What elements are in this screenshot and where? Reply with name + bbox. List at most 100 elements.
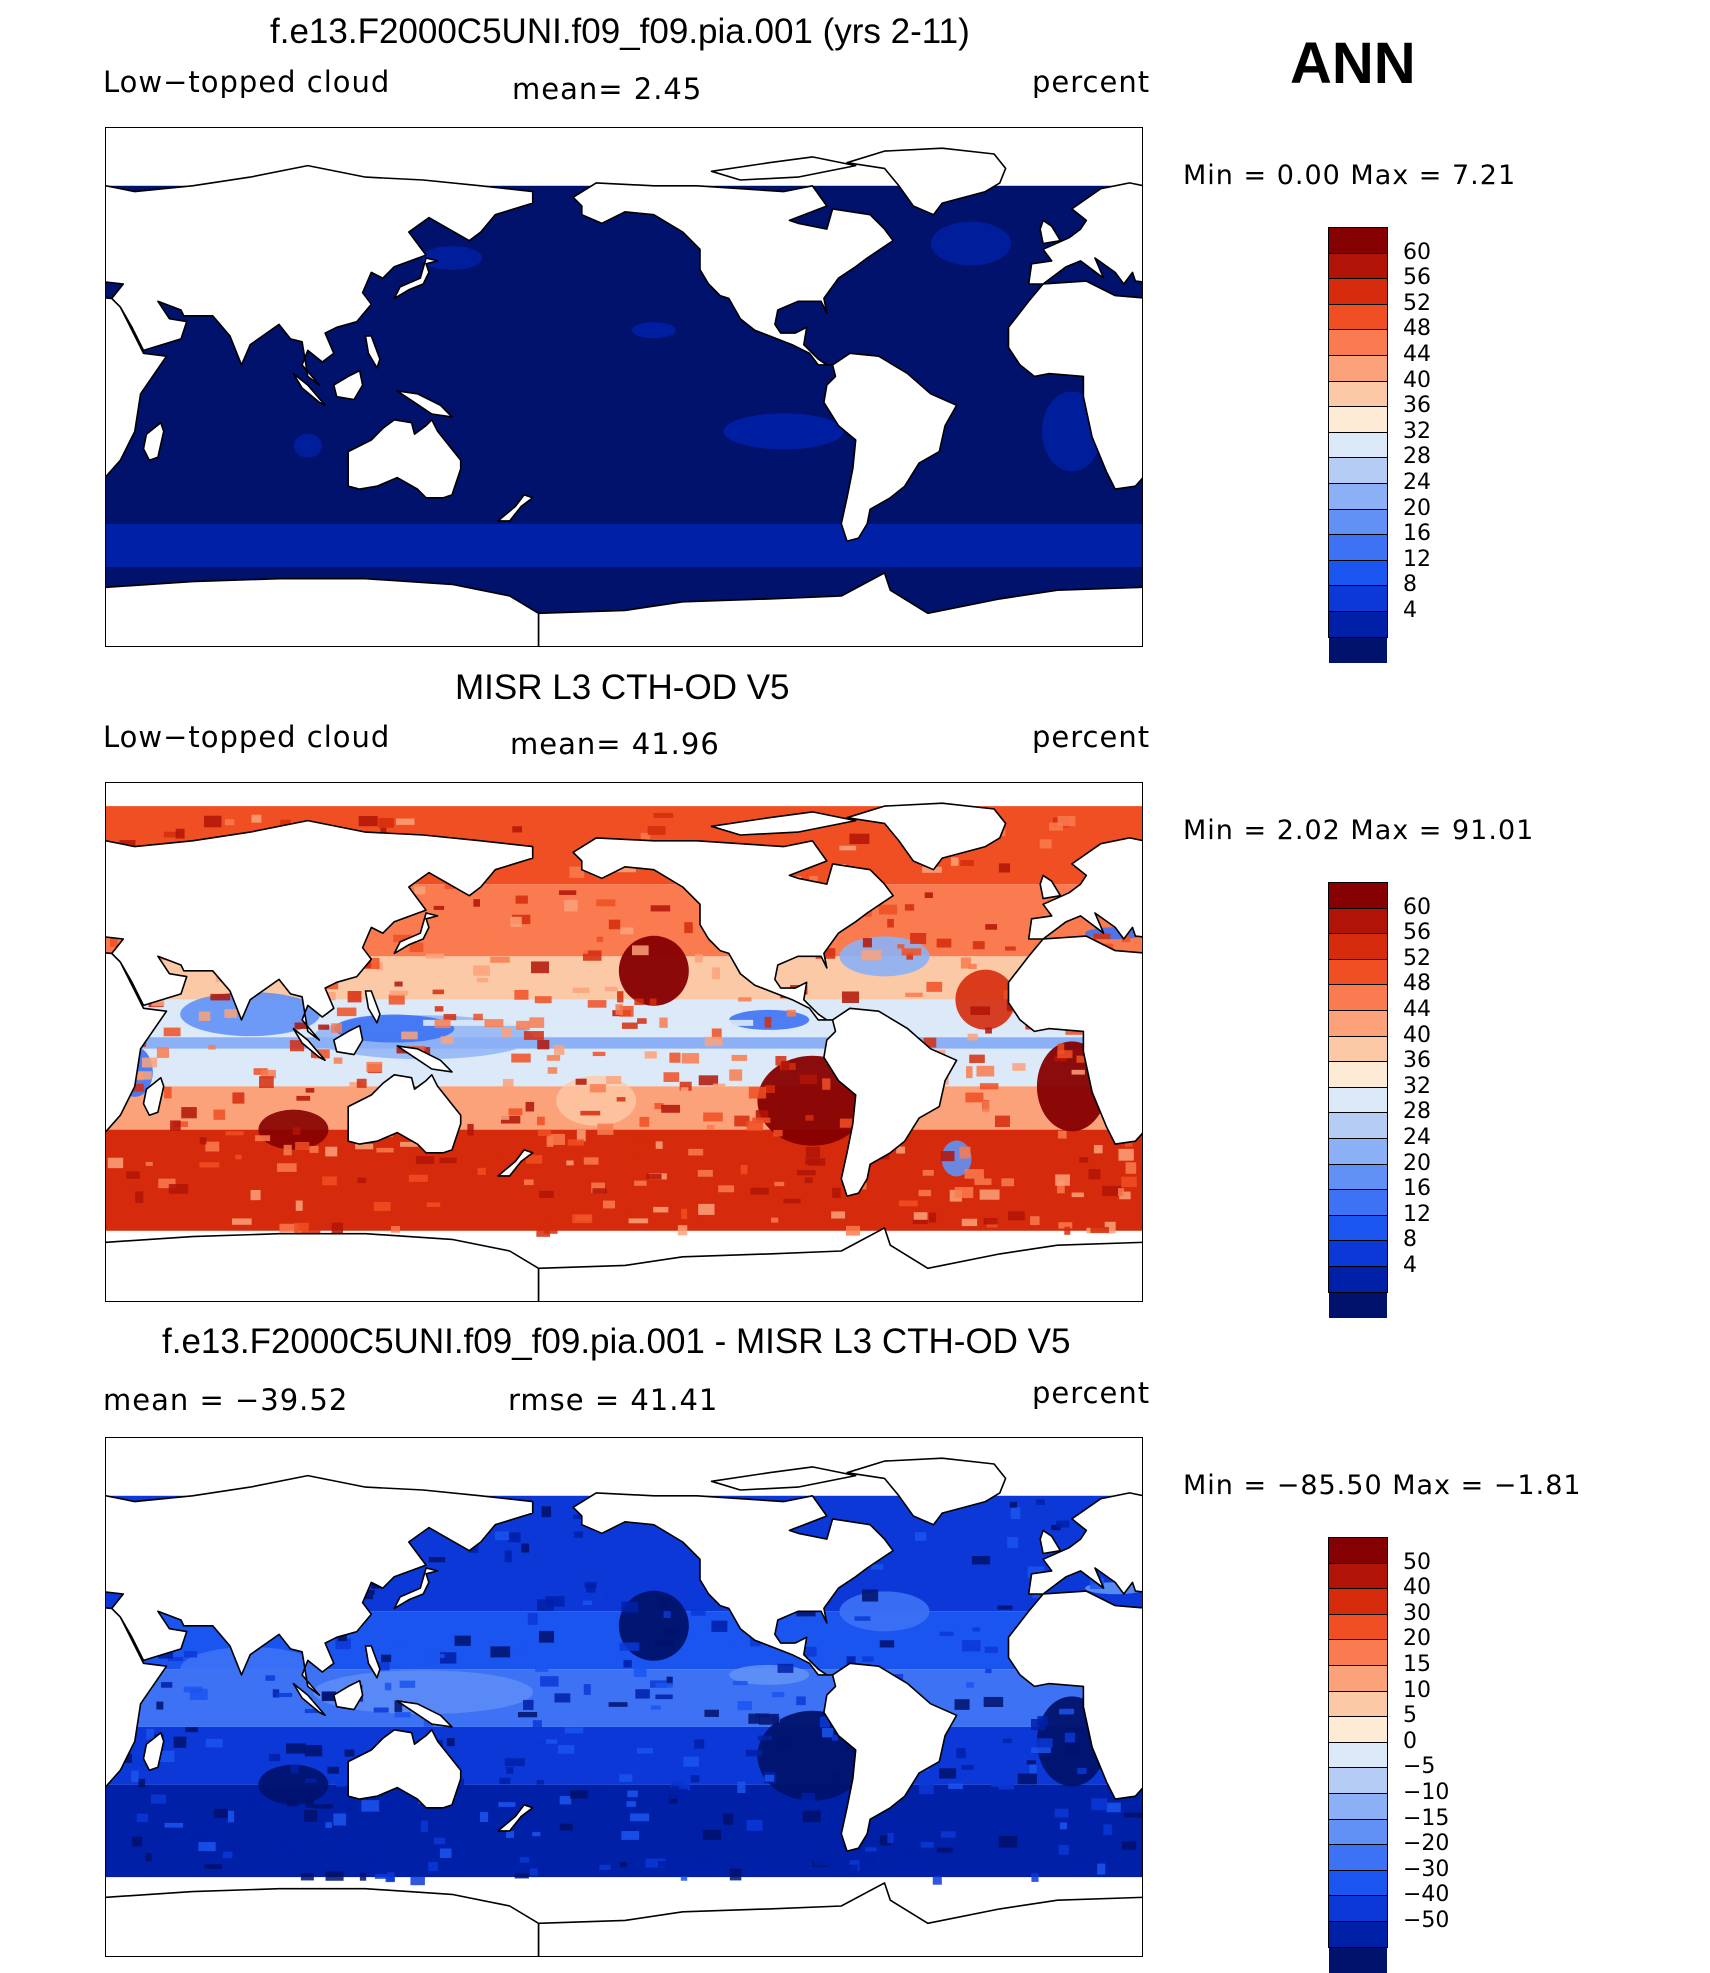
data-field-speckle <box>540 1676 558 1686</box>
colorbar-swatch <box>1329 1139 1387 1165</box>
data-field-speckle <box>691 1608 706 1615</box>
data-field-speckle <box>566 1160 573 1165</box>
colorbar-swatch <box>1329 1538 1387 1564</box>
data-field-speckle <box>796 1696 805 1705</box>
data-field-speckle <box>345 1750 355 1757</box>
data-field-speckle <box>366 1062 382 1072</box>
data-field-speckle <box>976 1066 994 1077</box>
data-field-speckle <box>535 1824 541 1829</box>
data-field-speckle <box>620 1862 627 1867</box>
data-field-speckle <box>915 1532 926 1541</box>
data-field-patch <box>840 1591 930 1631</box>
data-field-speckle <box>980 1190 1000 1200</box>
data-field-speckle <box>910 933 926 944</box>
colorbar-tick-label: 60 <box>1403 895 1431 920</box>
data-field-speckle <box>997 1606 1012 1610</box>
colorbar-swatch <box>1329 279 1387 305</box>
colorbar-swatch <box>1329 1845 1387 1871</box>
data-field-speckle <box>558 1745 574 1754</box>
data-field-speckle <box>968 1034 978 1041</box>
data-field-speckle <box>897 944 904 948</box>
data-field-speckle <box>132 1837 142 1847</box>
data-field-speckle <box>244 1795 260 1806</box>
data-field-speckle <box>360 1873 366 1881</box>
data-field-speckle <box>1057 1506 1065 1511</box>
colorbar-tick-label: 48 <box>1403 316 1431 341</box>
data-field-speckle <box>887 919 894 928</box>
data-field-speckle <box>374 1202 391 1211</box>
colorbar-swatch <box>1329 510 1387 536</box>
colorbar-tick-label: 8 <box>1403 1227 1417 1252</box>
data-field-speckle <box>490 1646 510 1657</box>
data-field-patch <box>422 246 482 270</box>
data-field-speckle <box>655 1695 672 1700</box>
data-field-speckle <box>1030 1216 1040 1225</box>
data-field-speckle <box>435 1019 451 1028</box>
data-field-speckle <box>214 1110 226 1120</box>
data-field-speckle <box>528 1613 538 1625</box>
colorbar-tick-label: −40 <box>1403 1882 1449 1907</box>
colorbar-swatch <box>1329 638 1387 664</box>
data-field-speckle <box>539 1191 554 1198</box>
data-field-speckle <box>645 1051 657 1058</box>
data-field-speckle <box>651 905 670 911</box>
data-field-speckle <box>1027 1760 1036 1764</box>
data-field-speckle <box>806 1147 820 1158</box>
data-field-speckle <box>537 1780 544 1785</box>
data-field-speckle <box>181 1107 197 1118</box>
colorbar-tick-label: 40 <box>1403 1023 1431 1048</box>
data-field-speckle <box>906 1834 916 1839</box>
data-field-speckle <box>964 1169 983 1179</box>
panel1-title: f.e13.F2000C5UNI.f09_f09.pia.001 (yrs 2-… <box>270 12 970 52</box>
data-field-speckle <box>520 1857 529 1863</box>
data-field-speckle <box>210 994 230 1001</box>
data-field-speckle <box>548 1067 557 1074</box>
data-field-speckle <box>678 1225 687 1235</box>
data-field-speckle <box>1079 1157 1088 1162</box>
data-field-speckle <box>871 1564 883 1569</box>
data-field-speckle <box>348 991 362 1002</box>
data-field-speckle <box>492 1113 509 1120</box>
panel3-title: f.e13.F2000C5UNI.f09_f09.pia.001 - MISR … <box>162 1322 1070 1362</box>
data-field-speckle <box>322 1176 337 1185</box>
colorbar-tick-label: 20 <box>1403 1626 1431 1651</box>
data-field-speckle <box>918 1190 931 1196</box>
data-field-speckle <box>962 1640 981 1651</box>
data-field-speckle <box>511 1054 530 1063</box>
data-field-speckle <box>136 1071 152 1079</box>
data-field-speckle <box>1094 1145 1103 1153</box>
data-field-speckle <box>684 922 693 933</box>
colorbar-swatch <box>1329 1165 1387 1191</box>
colorbar-tick-label: 56 <box>1403 920 1431 945</box>
data-field-speckle <box>410 1877 424 1885</box>
data-field-speckle <box>985 1028 992 1034</box>
data-field-speckle <box>514 990 528 1000</box>
data-field-speckle <box>703 1113 723 1122</box>
data-field-speckle <box>642 875 656 882</box>
data-field-speckle <box>637 1018 647 1024</box>
data-field-speckle <box>185 1727 198 1732</box>
data-field-speckle <box>808 1158 825 1165</box>
data-field-speckle <box>731 1641 740 1648</box>
data-field-speckle <box>206 1739 223 1748</box>
data-field-speckle <box>1051 1500 1057 1510</box>
data-field-speckle <box>746 1750 762 1756</box>
data-field-speckle <box>286 1743 306 1753</box>
data-field-speckle <box>626 1801 635 1807</box>
data-field-speckle <box>630 1813 649 1821</box>
data-field-speckle <box>935 1583 952 1594</box>
data-field-speckle <box>358 1178 366 1183</box>
data-field-speckle <box>151 1794 166 1803</box>
data-field-speckle <box>523 1700 533 1710</box>
data-field-speckle <box>326 1871 344 1880</box>
data-field-speckle <box>972 1556 990 1564</box>
data-field-speckle <box>428 1862 438 1871</box>
data-field-speckle <box>681 1087 689 1091</box>
data-field-speckle <box>879 905 897 915</box>
data-field-speckle <box>370 1177 389 1184</box>
colorbar-swatch <box>1329 484 1387 510</box>
data-field-speckle <box>305 1779 317 1783</box>
data-field-speckle <box>723 1813 733 1824</box>
data-field-speckle <box>538 1130 551 1137</box>
data-field-speckle <box>559 890 576 895</box>
